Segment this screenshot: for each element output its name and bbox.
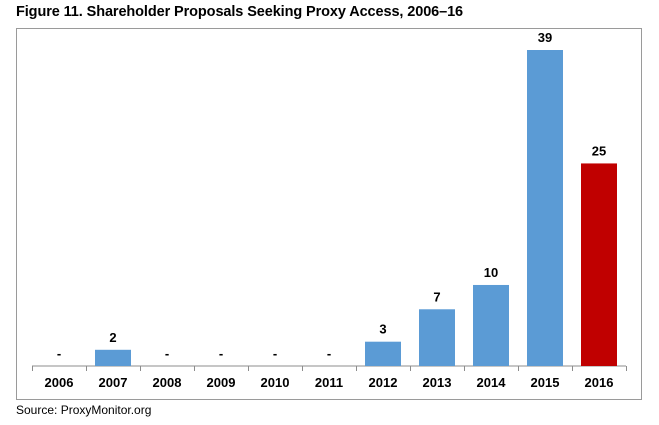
- x-tick-label-2006: 2006: [45, 375, 74, 390]
- x-tick-label-2008: 2008: [153, 375, 182, 390]
- data-label-2012: 3: [379, 322, 386, 337]
- x-tick-label-2016: 2016: [585, 375, 614, 390]
- chart-title: Figure 11. Shareholder Proposals Seeking…: [16, 4, 464, 20]
- x-tick-label-2009: 2009: [207, 375, 236, 390]
- data-label-2007: 2: [109, 330, 116, 345]
- data-label-2009: -: [219, 346, 223, 361]
- data-label-2011: -: [327, 346, 331, 361]
- bar-2013: [419, 309, 455, 366]
- data-label-2013: 7: [433, 289, 440, 304]
- data-label-2015: 39: [538, 30, 552, 45]
- x-tick-label-2007: 2007: [99, 375, 128, 390]
- bar-2015: [527, 50, 563, 366]
- bar-2007: [95, 349, 131, 366]
- data-label-2016: 25: [592, 143, 606, 158]
- data-label-2010: -: [273, 346, 277, 361]
- x-tick-label-2010: 2010: [261, 375, 290, 390]
- x-tick-label-2015: 2015: [531, 375, 560, 390]
- x-tick-label-2011: 2011: [315, 375, 343, 390]
- bar-2016: [581, 163, 617, 366]
- data-label-2008: -: [165, 346, 169, 361]
- data-label-2014: 10: [484, 265, 498, 280]
- bar-2012: [365, 341, 401, 366]
- chart-frame: [16, 28, 642, 400]
- x-tick-label-2014: 2014: [477, 375, 507, 390]
- data-label-2006: -: [57, 346, 61, 361]
- x-tick-label-2012: 2012: [369, 375, 398, 390]
- bar-2014: [473, 284, 509, 366]
- source-note: Source: ProxyMonitor.org: [16, 403, 152, 417]
- x-tick-label-2013: 2013: [423, 375, 452, 390]
